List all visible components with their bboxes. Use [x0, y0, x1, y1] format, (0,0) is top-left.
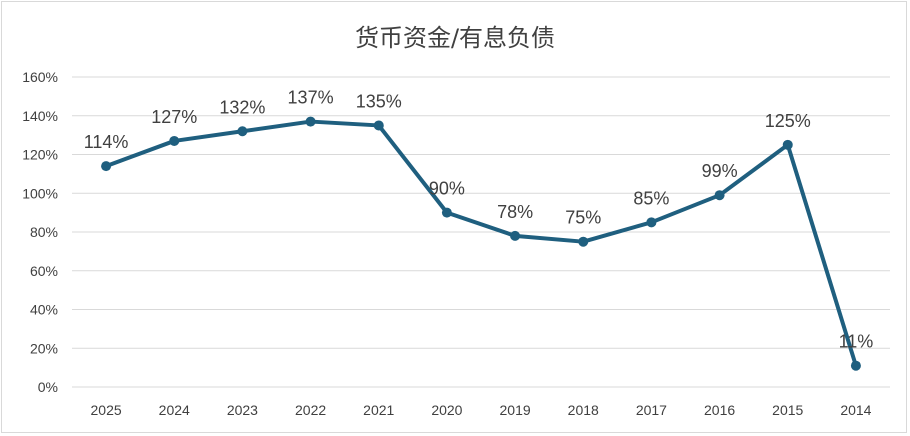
data-label: 125%	[765, 111, 811, 131]
data-points	[101, 116, 861, 371]
y-tick-label: 100%	[22, 185, 58, 201]
data-label: 99%	[702, 161, 738, 181]
data-point	[373, 120, 384, 131]
y-tick-label: 60%	[30, 263, 58, 279]
data-point	[782, 139, 793, 150]
x-tick-label: 2018	[568, 402, 599, 418]
data-point	[646, 217, 657, 228]
data-label: 135%	[356, 91, 402, 111]
x-tick-label: 2020	[431, 402, 462, 418]
y-tick-label: 80%	[30, 224, 58, 240]
data-point	[441, 207, 452, 218]
data-label: 11%	[839, 332, 874, 352]
data-label: 85%	[633, 188, 669, 208]
chart-title: 货币资金/有息负债	[354, 24, 556, 52]
x-tick-label: 2025	[91, 402, 122, 418]
data-label: 75%	[565, 208, 601, 228]
series-line	[105, 119, 858, 367]
y-axis-ticks: 0% 20% 40% 60% 80% 100% 120% 140% 160%	[22, 69, 58, 395]
data-point	[169, 135, 180, 146]
data-point	[850, 360, 861, 371]
data-point	[510, 230, 521, 241]
data-label: 132%	[219, 97, 265, 117]
x-tick-label: 2017	[636, 402, 667, 418]
data-point	[714, 190, 725, 201]
y-tick-label: 120%	[22, 147, 58, 163]
gridlines	[72, 76, 890, 388]
data-label: 137%	[288, 88, 334, 108]
y-tick-label: 160%	[22, 69, 58, 85]
x-tick-label: 2023	[227, 402, 258, 418]
y-tick-label: 20%	[30, 340, 58, 356]
data-labels: 114% 127% 132% 137% 135% 90% 78% 75% 85% 99% 125% 1…	[84, 88, 874, 352]
data-label: 90%	[429, 179, 465, 199]
data-point	[237, 126, 248, 137]
data-label: 114%	[84, 132, 129, 152]
x-tick-label: 2015	[772, 402, 803, 418]
data-label: 78%	[497, 202, 533, 222]
data-point	[101, 161, 112, 172]
x-tick-label: 2021	[363, 402, 394, 418]
x-tick-label: 2022	[295, 402, 326, 418]
x-tick-label: 2016	[704, 402, 735, 418]
y-tick-label: 140%	[22, 108, 58, 124]
x-tick-label: 2024	[159, 402, 190, 418]
x-tick-label: 2019	[500, 402, 531, 418]
x-axis-ticks: 2025 2024 2023 2022 2021 2020 2019 2018 2017 2016…	[91, 402, 872, 418]
y-tick-label: 0%	[38, 379, 58, 395]
x-tick-label: 2014	[840, 402, 871, 418]
data-point	[305, 116, 316, 127]
data-label: 127%	[151, 107, 197, 127]
y-tick-label: 40%	[30, 302, 58, 318]
data-point	[578, 236, 589, 247]
